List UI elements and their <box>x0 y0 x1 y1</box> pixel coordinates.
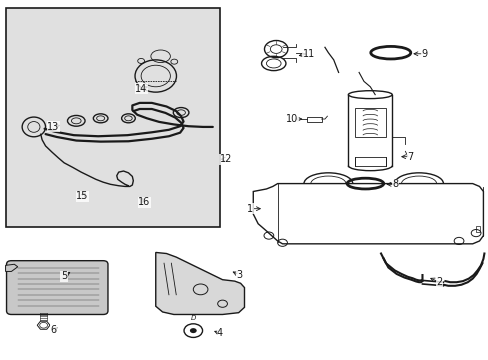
Text: 13: 13 <box>47 122 60 132</box>
Text: 16: 16 <box>138 197 150 207</box>
Text: 14: 14 <box>135 84 147 94</box>
Text: 9: 9 <box>421 49 427 59</box>
Text: 6: 6 <box>50 325 56 335</box>
Text: 11: 11 <box>302 49 314 59</box>
Text: 15: 15 <box>76 191 89 201</box>
Bar <box>475 226 479 232</box>
Text: 12: 12 <box>219 154 232 164</box>
Text: 2: 2 <box>435 277 442 287</box>
Text: D: D <box>190 315 196 320</box>
Polygon shape <box>5 264 18 271</box>
Text: 1: 1 <box>247 204 253 214</box>
Polygon shape <box>156 252 244 315</box>
Text: 4: 4 <box>217 328 223 338</box>
FancyBboxPatch shape <box>5 8 220 226</box>
Text: 10: 10 <box>285 114 298 124</box>
Circle shape <box>217 300 227 307</box>
Text: 5: 5 <box>61 271 67 281</box>
Circle shape <box>193 284 207 295</box>
Text: 3: 3 <box>236 270 242 280</box>
Bar <box>354 157 385 166</box>
Text: 8: 8 <box>392 179 398 189</box>
Text: 7: 7 <box>407 152 412 162</box>
Bar <box>306 117 321 122</box>
FancyBboxPatch shape <box>6 261 108 315</box>
Circle shape <box>189 328 196 333</box>
Bar <box>354 108 385 137</box>
